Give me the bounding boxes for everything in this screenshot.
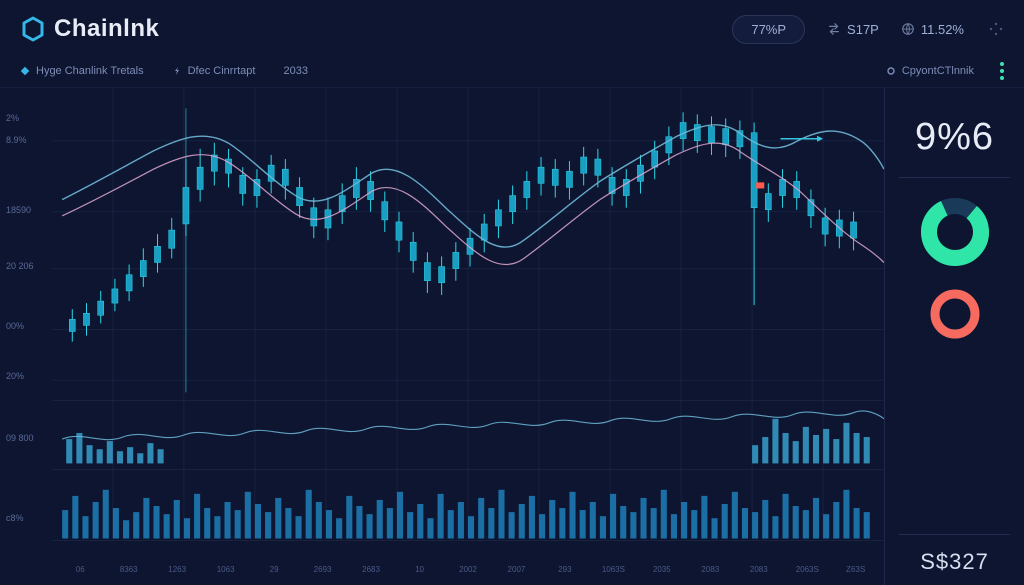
tab-trends[interactable]: Hyge Chanlink Tretals — [20, 65, 144, 77]
header: Chainlnk 77%P S17P 11.52% — [0, 0, 1024, 54]
sidebar-price: S$327 — [899, 534, 1010, 575]
sparkle-icon[interactable] — [988, 21, 1004, 37]
header-pill[interactable]: 77%P — [732, 15, 805, 44]
more-menu-icon[interactable] — [1000, 62, 1004, 80]
y-axis: 2%8.9%1859020 20600%20%09 800c8% — [6, 88, 52, 517]
chainlink-icon — [20, 16, 46, 42]
price-chart — [52, 88, 884, 565]
header-stat-1[interactable]: S17P — [827, 22, 879, 37]
dot-icon — [886, 66, 896, 76]
header-stat-2[interactable]: 11.52% — [901, 22, 964, 37]
tab-contract[interactable]: Dfec Cinrrtapt — [172, 65, 256, 77]
tab-year[interactable]: 2033 — [283, 65, 307, 77]
sidebar: 9%6 S$327 — [884, 88, 1024, 585]
swap-icon — [827, 22, 841, 36]
brand-logo[interactable]: Chainlnk — [20, 15, 159, 43]
ring-chart-red[interactable] — [927, 286, 983, 342]
x-axis: 0683631263106329269326831020022007293106… — [52, 561, 884, 585]
tab-strip: Hyge Chanlink Tretals Dfec Cinrrtapt 203… — [0, 54, 1024, 88]
tab-crypto[interactable]: CpyontCTlnnik — [886, 65, 974, 77]
globe-icon — [901, 22, 915, 36]
diamond-icon — [20, 66, 30, 76]
donut-chart-green[interactable] — [919, 196, 991, 268]
brand-name: Chainlnk — [54, 15, 159, 43]
bolt-icon — [172, 66, 182, 76]
chart-area[interactable]: 2%8.9%1859020 20600%20%09 800c8% 0683631… — [0, 88, 884, 585]
sidebar-big-number: 9%6 — [915, 116, 994, 159]
